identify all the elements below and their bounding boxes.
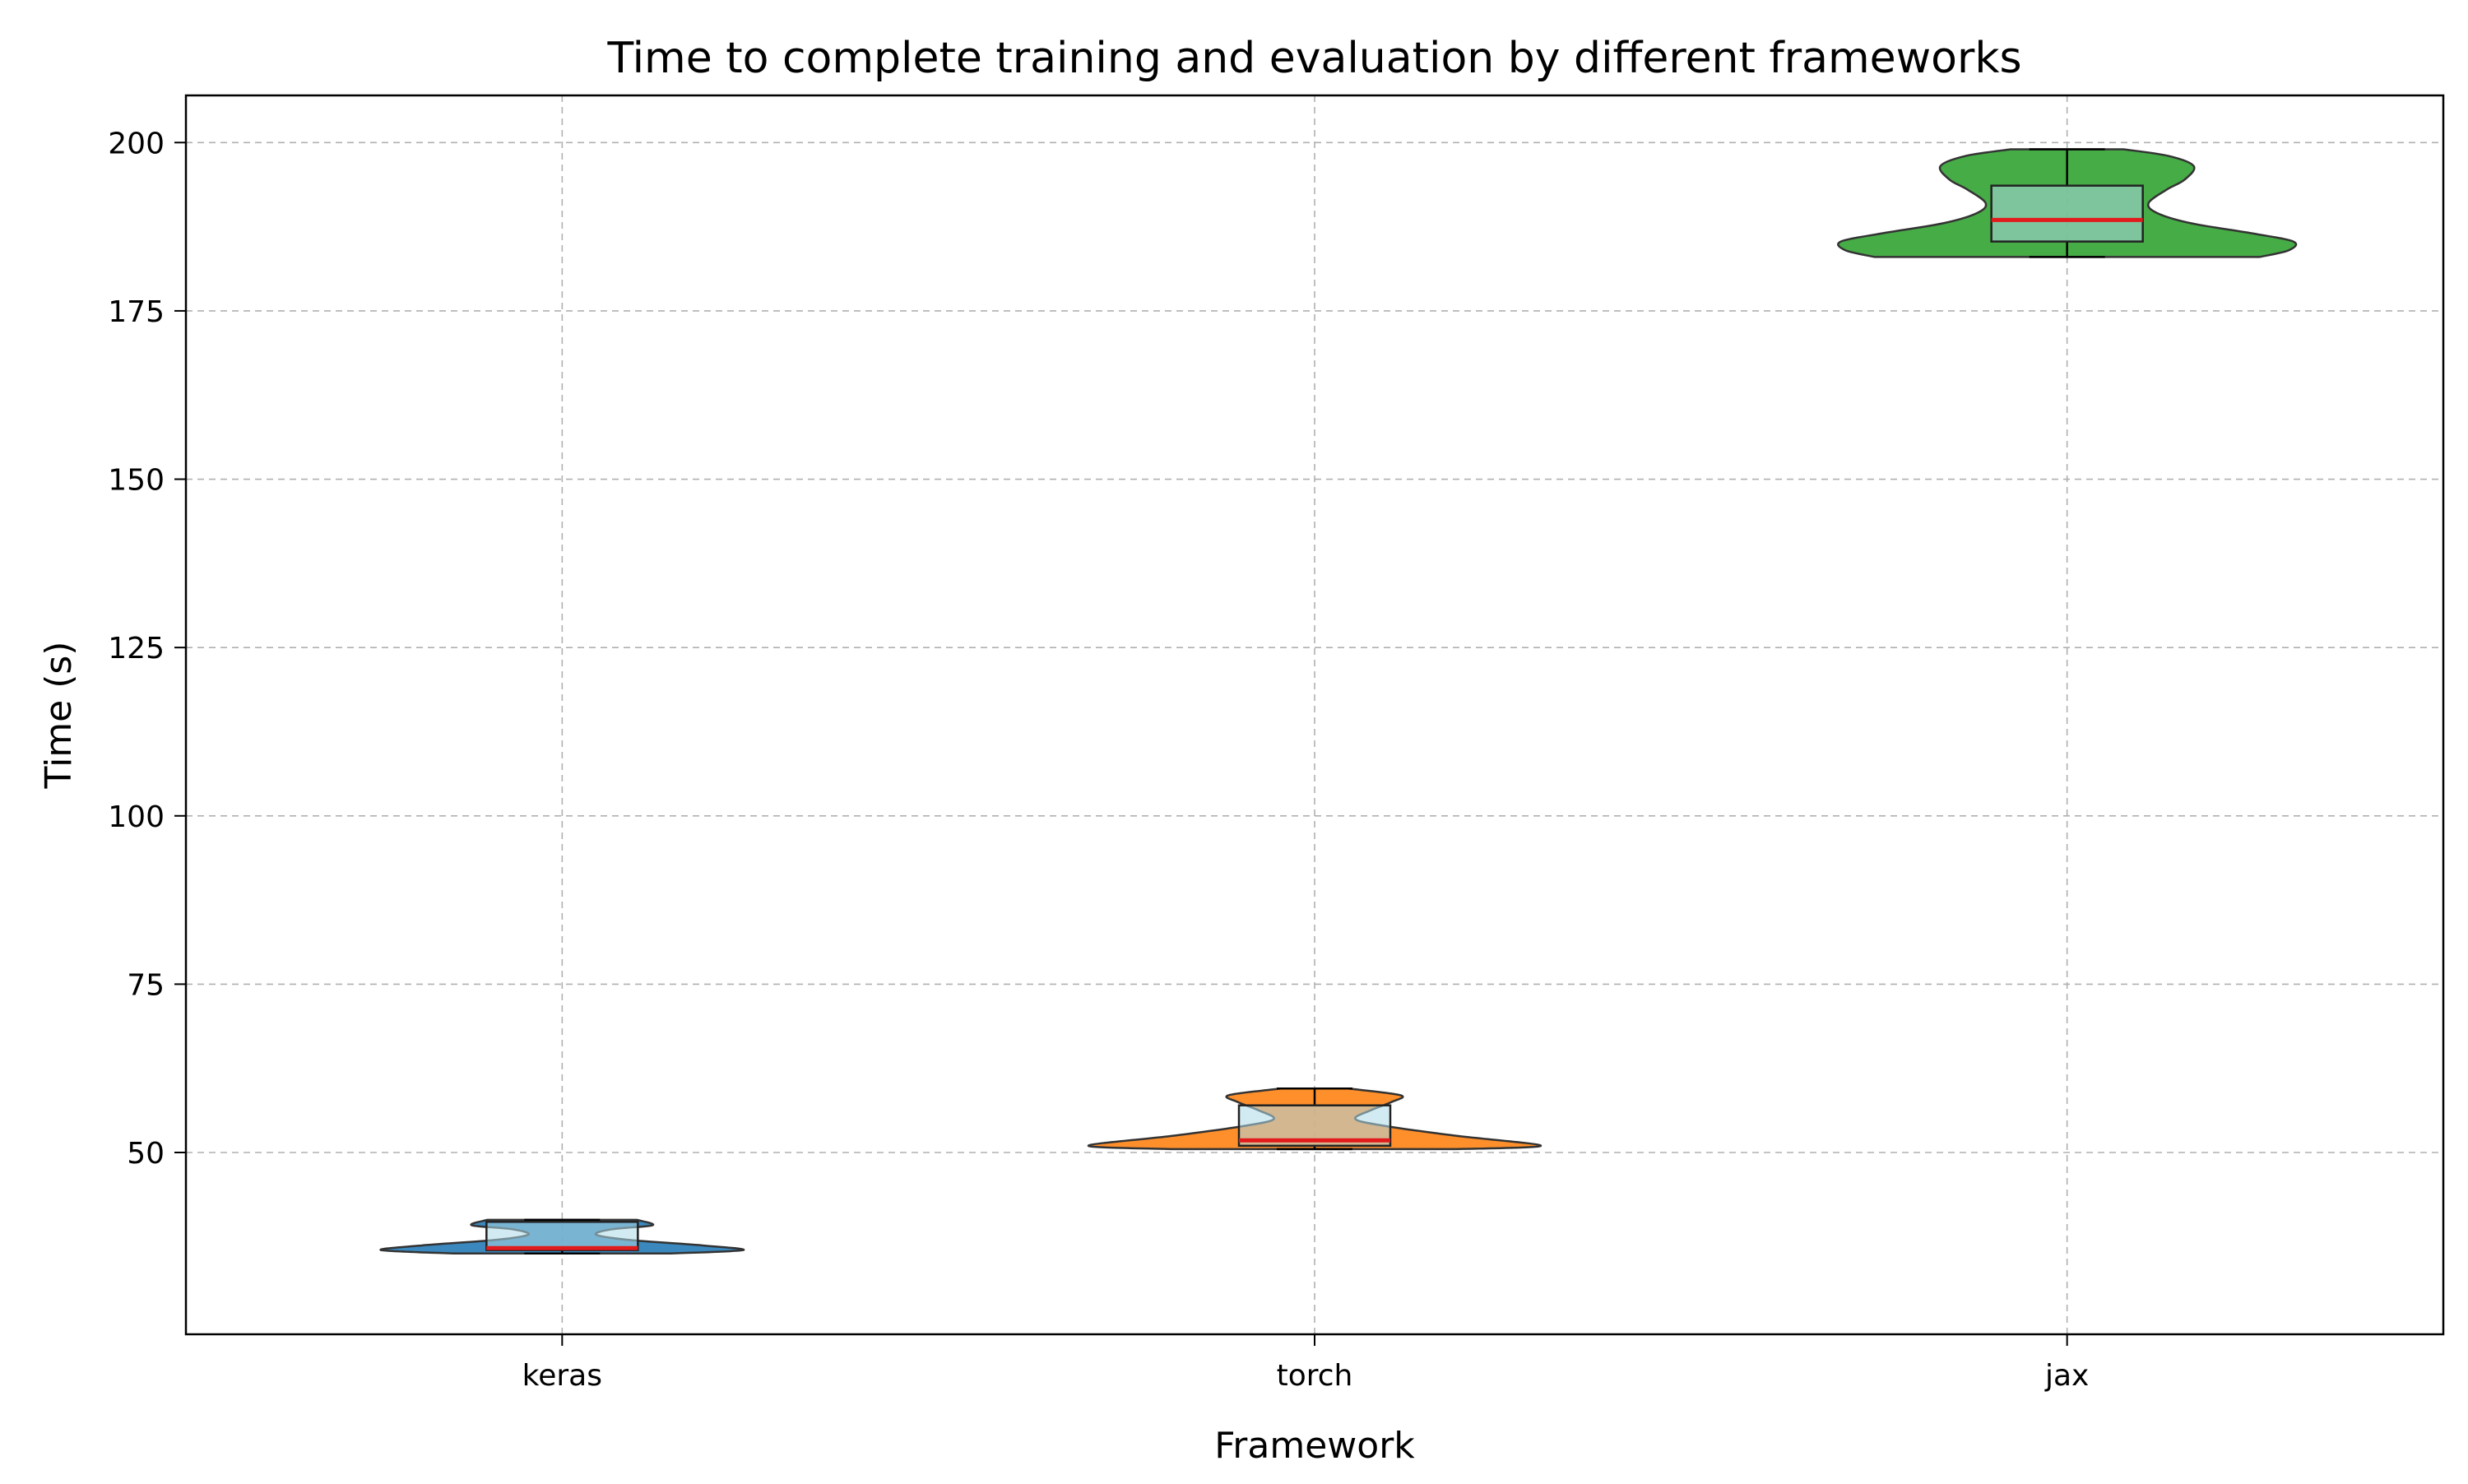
x-tick-label-jax: jax — [2044, 1359, 2089, 1393]
boxplots — [485, 148, 2144, 1255]
y-tick-label: 100 — [108, 800, 165, 834]
grid — [186, 95, 2443, 1334]
y-tick-label: 175 — [108, 295, 165, 329]
chart-title: Time to complete training and evaluation… — [606, 34, 2021, 83]
axis-ticks: 50 75 100 125 150 175 200 keras torch jax — [108, 127, 2089, 1393]
y-tick-label: 150 — [108, 464, 165, 498]
y-axis-label: Time (s) — [38, 642, 80, 790]
x-axis-label: Framework — [1214, 1425, 1415, 1467]
y-tick-label: 50 — [127, 1137, 165, 1171]
box-jax — [1990, 184, 2144, 243]
x-tick-label-keras: keras — [522, 1359, 602, 1393]
x-tick-label-torch: torch — [1277, 1359, 1353, 1393]
y-tick-label: 75 — [127, 968, 165, 1002]
y-tick-label: 200 — [108, 127, 165, 160]
y-tick-label: 125 — [108, 632, 165, 665]
box-keras — [485, 1221, 639, 1251]
